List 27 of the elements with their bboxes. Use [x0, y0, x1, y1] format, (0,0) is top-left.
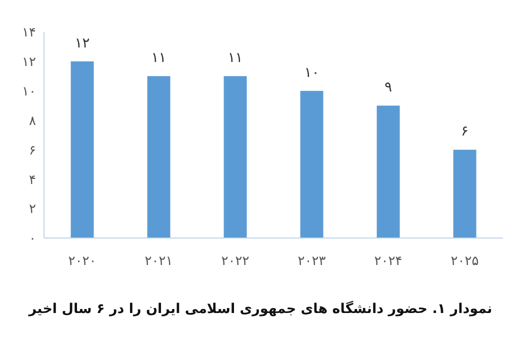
data-label: ۱۱ [151, 50, 166, 66]
x-tick-label: ۲۰۲۰ [68, 254, 96, 270]
bar [147, 76, 170, 238]
text: نمودار ۱. حضور دانشگاه های جمهوری اسلامی ایران را در ۶ سال اخیر [27, 301, 494, 317]
y-tick-label: ۱۲ [22, 55, 36, 70]
x-tick-label: ۲۰۲۳ [298, 254, 326, 270]
y-tick-label: ۰ [29, 232, 36, 247]
y-tick-label: ۸ [29, 114, 36, 129]
data-label: ۶ [461, 124, 469, 140]
bar [453, 150, 476, 238]
y-tick-label: ۱۴ [22, 26, 36, 41]
y-tick-label: ۱۰ [22, 84, 36, 100]
data-label: ۱۰ [304, 64, 320, 81]
x-tick-label: ۲۰۲۵ [450, 254, 479, 270]
bar [224, 76, 247, 238]
y-tick-label: ۲ [29, 202, 36, 218]
data-label: ۱۱ [228, 50, 243, 66]
x-tick-label: ۲۰۲۲ [221, 254, 250, 270]
data-label: ۹ [384, 80, 392, 96]
bar [376, 106, 400, 238]
x-tick-label: ۲۰۲۴ [374, 254, 402, 270]
bar [300, 90, 324, 238]
x-tick-label: ۲۰۲۱ [144, 254, 173, 270]
y-tick-label: ۶ [29, 143, 36, 158]
y-tick-label: ۴ [29, 172, 36, 188]
data-label: ۱۲ [74, 35, 90, 52]
bar [70, 61, 94, 238]
